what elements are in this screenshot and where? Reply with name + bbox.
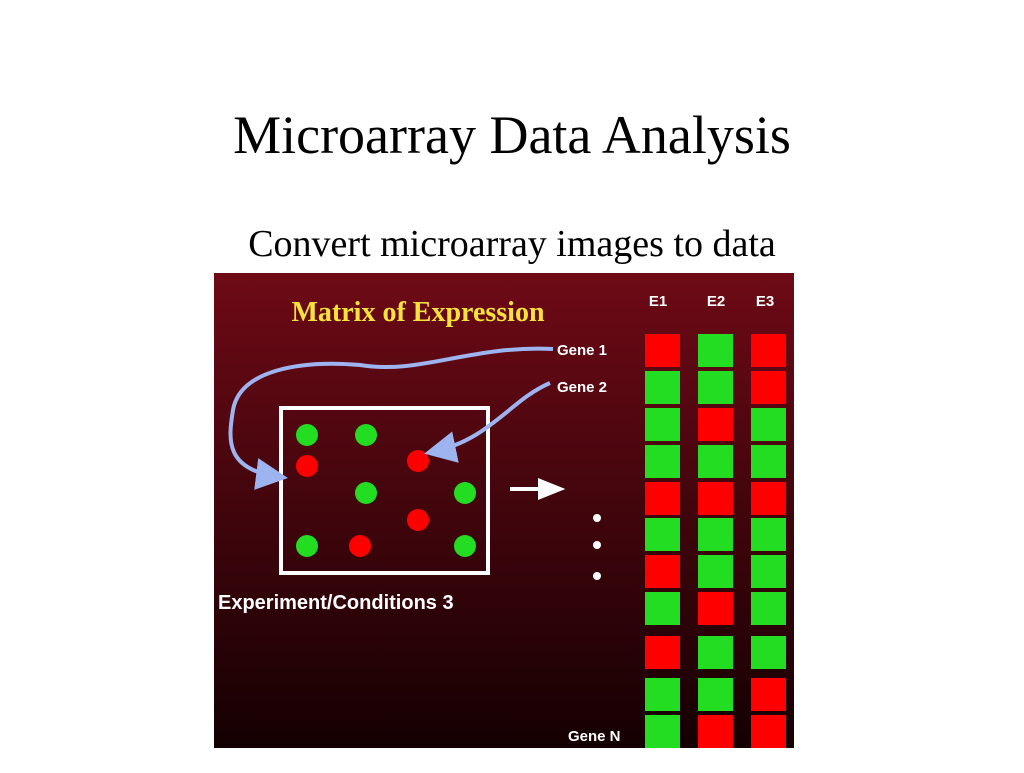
matrix-cell bbox=[751, 445, 786, 478]
matrix-cell bbox=[645, 334, 680, 367]
matrix-cell bbox=[751, 482, 786, 515]
matrix-cell bbox=[751, 518, 786, 551]
matrix-cell bbox=[698, 371, 733, 404]
matrix-cell bbox=[698, 636, 733, 669]
matrix-cell bbox=[698, 445, 733, 478]
ellipsis-dot bbox=[593, 541, 601, 549]
matrix-cell bbox=[751, 334, 786, 367]
matrix-cell bbox=[645, 636, 680, 669]
matrix-cell bbox=[751, 592, 786, 625]
matrix-cell bbox=[645, 678, 680, 711]
matrix-cell bbox=[698, 334, 733, 367]
matrix-cell bbox=[698, 482, 733, 515]
array-frame bbox=[279, 406, 490, 575]
expression-matrix bbox=[645, 334, 786, 748]
figure: Matrix of Expression E1 E2 E3 Gene 1 Gen… bbox=[214, 273, 794, 748]
matrix-cell bbox=[645, 715, 680, 748]
column-label: E2 bbox=[707, 293, 725, 310]
matrix-cell bbox=[645, 445, 680, 478]
matrix-cell bbox=[698, 555, 733, 588]
ellipsis-dot bbox=[593, 572, 601, 580]
slide-title: Microarray Data Analysis bbox=[233, 105, 791, 165]
slide-subtitle: Convert microarray images to data bbox=[248, 223, 776, 265]
matrix-cell bbox=[751, 555, 786, 588]
matrix-cell bbox=[698, 592, 733, 625]
gene-label: Gene N bbox=[568, 728, 621, 745]
matrix-cell bbox=[645, 408, 680, 441]
matrix-cell bbox=[698, 678, 733, 711]
connector bbox=[228, 346, 554, 490]
connector bbox=[424, 381, 551, 463]
matrix-cell bbox=[751, 636, 786, 669]
matrix-cell bbox=[751, 408, 786, 441]
column-label: E3 bbox=[756, 293, 774, 310]
gene-label: Gene 1 bbox=[557, 342, 607, 359]
figure-caption: Experiment/Conditions 3 bbox=[218, 592, 454, 614]
spots bbox=[296, 424, 476, 557]
matrix-cell bbox=[751, 371, 786, 404]
matrix-cell bbox=[751, 715, 786, 748]
matrix-cell bbox=[645, 371, 680, 404]
gene-label: Gene 2 bbox=[557, 379, 607, 396]
column-label: E1 bbox=[649, 293, 667, 310]
matrix-cell bbox=[698, 408, 733, 441]
matrix-cell bbox=[698, 715, 733, 748]
matrix-cell bbox=[645, 592, 680, 625]
matrix-cell bbox=[751, 678, 786, 711]
arrow bbox=[510, 478, 566, 500]
ellipsis-dot bbox=[593, 514, 601, 522]
figure-heading: Matrix of Expression bbox=[291, 297, 544, 328]
matrix-cell bbox=[645, 482, 680, 515]
matrix-cell bbox=[645, 518, 680, 551]
matrix-cell bbox=[645, 555, 680, 588]
matrix-cell bbox=[698, 518, 733, 551]
